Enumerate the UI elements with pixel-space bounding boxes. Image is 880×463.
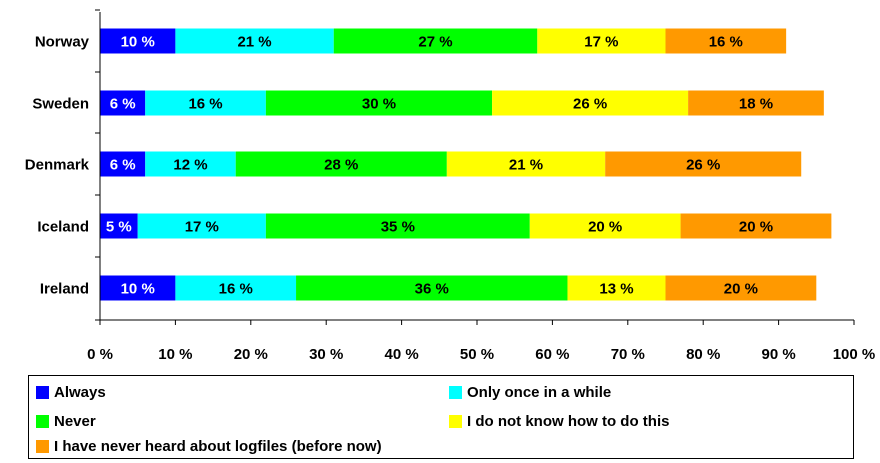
value-label-iceland-i-do-not-know-how-to-do-this: 20 % (588, 219, 622, 236)
category-label-ireland: Ireland (40, 281, 89, 298)
legend-label-do-not-know: I do not know how to do this (467, 413, 670, 430)
legend-label-only-once: Only once in a while (467, 384, 612, 401)
bar-segment-iceland-i-have-never-heard-about-logfiles-before-now (680, 213, 832, 239)
value-label-ireland-always: 10 % (121, 281, 155, 298)
legend-swatch-only-once (449, 386, 462, 399)
legend-label-never-heard: I have never heard about logfiles (befor… (54, 438, 382, 455)
value-label-sweden-i-do-not-know-how-to-do-this: 26 % (573, 96, 607, 113)
value-label-iceland-i-have-never-heard-about-logfiles-before-now: 20 % (739, 219, 773, 236)
bar-segment-sweden-i-have-never-heard-about-logfiles-before-now (688, 90, 824, 116)
value-label-iceland-always: 5 % (106, 219, 132, 236)
bar-segment-sweden-only-once-in-a-while (145, 90, 266, 116)
bar-segment-sweden-always (100, 90, 146, 116)
category-label-denmark: Denmark (25, 157, 90, 174)
bar-segment-norway-i-have-never-heard-about-logfiles-before-now (665, 28, 787, 54)
bar-segment-iceland-never (265, 213, 530, 239)
legend-item-never-heard: I have never heard about logfiles (befor… (36, 438, 382, 455)
value-label-norway-always: 10 % (121, 34, 155, 51)
value-label-ireland-never: 36 % (415, 281, 449, 298)
legend-label-never: Never (54, 413, 96, 430)
legend-item-always: Always (36, 384, 106, 401)
value-label-denmark-never: 28 % (324, 157, 358, 174)
value-label-ireland-i-do-not-know-how-to-do-this: 13 % (599, 281, 633, 298)
value-label-norway-i-do-not-know-how-to-do-this: 17 % (584, 34, 618, 51)
value-label-denmark-i-do-not-know-how-to-do-this: 21 % (509, 157, 543, 174)
x-tick-label-20: 20 % (234, 346, 268, 363)
bar-segment-norway-never (333, 28, 538, 54)
value-label-denmark-always: 6 % (110, 157, 136, 174)
value-label-sweden-always: 6 % (110, 96, 136, 113)
legend-label-always: Always (54, 384, 106, 401)
x-tick-label-90: 90 % (761, 346, 795, 363)
x-tick-label-100: 100 % (833, 346, 876, 363)
value-label-ireland-i-have-never-heard-about-logfiles-before-now: 20 % (724, 281, 758, 298)
value-label-sweden-never: 30 % (362, 96, 396, 113)
legend-item-never: Never (36, 413, 96, 430)
x-tick-label-40: 40 % (384, 346, 418, 363)
x-tick-label-70: 70 % (611, 346, 645, 363)
bars-layer: 10 % 21 % 27 % 17 % 16 % 6 % 16 % 30 % 26 % 18 % 6… (100, 28, 832, 301)
bar-segment-ireland-only-once-in-a-while (175, 275, 297, 301)
value-label-norway-i-have-never-heard-about-logfiles-before-now: 16 % (709, 34, 743, 51)
x-tick-label-60: 60 % (535, 346, 569, 363)
bar-segment-ireland-i-do-not-know-how-to-do-this (567, 275, 666, 301)
legend: Always Only once in a while Never I do n… (28, 375, 854, 459)
bar-segment-denmark-only-once-in-a-while (145, 151, 236, 177)
category-label-iceland: Iceland (37, 219, 89, 236)
bar-segment-sweden-i-do-not-know-how-to-do-this (492, 90, 689, 116)
value-label-sweden-i-have-never-heard-about-logfiles-before-now: 18 % (739, 96, 773, 113)
category-label-norway: Norway (35, 34, 90, 51)
category-label-sweden: Sweden (32, 96, 89, 113)
bar-segment-norway-i-do-not-know-how-to-do-this (537, 28, 666, 54)
x-tick-label-30: 30 % (309, 346, 343, 363)
x-tick-label-10: 10 % (158, 346, 192, 363)
x-tick-label-0: 0 % (87, 346, 113, 363)
bar-segment-denmark-always (100, 151, 146, 177)
x-tick-label-80: 80 % (686, 346, 720, 363)
value-label-denmark-only-once-in-a-while: 12 % (173, 157, 207, 174)
bar-segment-sweden-never (265, 90, 493, 116)
bar-segment-denmark-never (235, 151, 447, 177)
bar-segment-denmark-i-do-not-know-how-to-do-this (446, 151, 606, 177)
axes-layer: Norway Sweden Denmark Iceland Ireland 0 % 10 %… (25, 9, 876, 363)
bar-segment-iceland-i-do-not-know-how-to-do-this (529, 213, 681, 239)
legend-swatch-never (36, 415, 49, 428)
legend-swatch-do-not-know (449, 415, 462, 428)
bar-segment-iceland-always (100, 213, 138, 239)
bar-segment-ireland-never (296, 275, 568, 301)
bar-segment-ireland-always (100, 275, 176, 301)
bar-segment-iceland-only-once-in-a-while (137, 213, 266, 239)
stacked-bar-chart: 10 % 21 % 27 % 17 % 16 % 6 % 16 % 30 % 26 % 18 % 6… (25, 9, 876, 363)
value-label-norway-only-once-in-a-while: 21 % (237, 34, 271, 51)
bar-segment-denmark-i-have-never-heard-about-logfiles-before-now (605, 151, 802, 177)
legend-swatch-always (36, 386, 49, 399)
value-label-iceland-only-once-in-a-while: 17 % (185, 219, 219, 236)
value-label-denmark-i-have-never-heard-about-logfiles-before-now: 26 % (686, 157, 720, 174)
legend-item-only-once: Only once in a while (449, 384, 611, 401)
bar-segment-norway-always (100, 28, 176, 54)
value-label-iceland-never: 35 % (381, 219, 415, 236)
x-tick-label-50: 50 % (460, 346, 494, 363)
legend-swatch-never-heard (36, 440, 49, 453)
value-label-sweden-only-once-in-a-while: 16 % (188, 96, 222, 113)
legend-item-do-not-know: I do not know how to do this (449, 413, 669, 430)
bar-segment-norway-only-once-in-a-while (175, 28, 334, 54)
value-label-ireland-only-once-in-a-while: 16 % (219, 281, 253, 298)
value-label-norway-never: 27 % (418, 34, 452, 51)
bar-segment-ireland-i-have-never-heard-about-logfiles-before-now (665, 275, 817, 301)
